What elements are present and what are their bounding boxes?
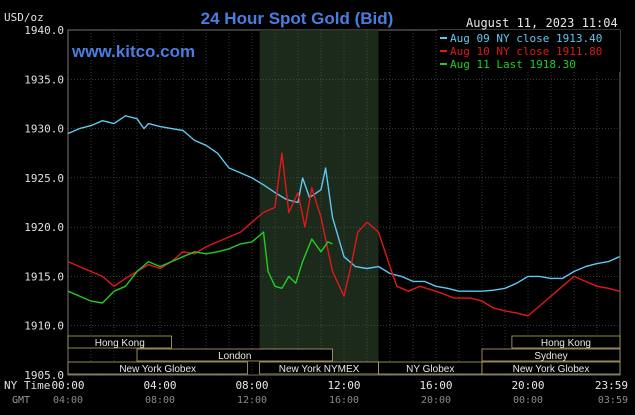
session-label-3: Sydney	[534, 351, 567, 362]
y-tick-label: 1920.0	[24, 221, 64, 234]
session-label-4: New York Globex	[119, 364, 196, 375]
y-axis-ticks: 1905.0 1910.0 1915.0 1920.0 1925.0 1930.0 1935…	[24, 24, 64, 382]
gmt-tick-label: 04:00	[53, 395, 83, 406]
ny-tick-label: 20:00	[511, 379, 544, 392]
gmt-tick-label: 00:00	[513, 395, 543, 406]
legend-entry-0: Aug 09 NY close 1913.40	[450, 32, 602, 45]
ny-tick-label: 12:00	[327, 379, 360, 392]
session-label-1: Hong Kong	[541, 338, 591, 349]
ny-tick-label: 00:00	[51, 379, 84, 392]
gmt-tick-label: 03:59	[598, 395, 628, 406]
ny-tick-label: 08:00	[235, 379, 268, 392]
y-tick-label: 1915.0	[24, 270, 64, 283]
legend-background	[437, 30, 620, 72]
units-label: USD/oz	[4, 11, 44, 24]
market-sessions: Hong Kong Hong Kong London Sydney New York G…	[67, 335, 621, 375]
gmt-tick-label: 20:00	[421, 395, 451, 406]
y-tick-label: 1910.0	[24, 320, 64, 333]
y-tick-label: 1925.0	[24, 172, 64, 185]
session-label-5: New York NYMEX	[279, 364, 360, 375]
y-tick-label: 1905.0	[24, 369, 64, 382]
y-tick-label: 1940.0	[24, 24, 64, 37]
timestamp-label: August 11, 2023 11:04	[466, 16, 618, 30]
nymex-session-shade	[259, 30, 379, 375]
ny-tick-label: 04:00	[143, 379, 176, 392]
session-label-0: Hong Kong	[95, 338, 145, 349]
ny-tick-label: 16:00	[419, 379, 452, 392]
gmt-tick-label: 12:00	[237, 395, 267, 406]
gmt-label: GMT	[12, 395, 30, 406]
legend-entry-2: Aug 11 Last 1918.30	[450, 58, 576, 71]
series-line-2	[67, 231, 333, 304]
gmt-tick-label: 08:00	[145, 395, 175, 406]
watermark: www.kitco.com	[71, 42, 195, 61]
chart-title: 24 Hour Spot Gold (Bid)	[201, 9, 394, 28]
ny-tick-label: 23:59	[595, 379, 628, 392]
series-line-0	[67, 115, 620, 292]
ny-time-label: NY Time	[4, 379, 50, 392]
session-bar-7	[481, 361, 621, 375]
session-bar-4	[67, 361, 248, 375]
session-label-7: New York Globex	[513, 364, 590, 375]
session-bar-3	[481, 348, 621, 362]
series-lines	[67, 115, 620, 317]
gmt-tick-label: 16:00	[329, 395, 359, 406]
session-label-2: London	[218, 351, 251, 362]
session-label-6: NY Globex	[406, 364, 454, 375]
session-bar-2	[136, 348, 333, 362]
y-tick-label: 1935.0	[24, 73, 64, 86]
legend-entry-1: Aug 10 NY close 1911.80	[450, 45, 602, 58]
session-bar-1	[511, 335, 621, 349]
y-tick-label: 1930.0	[24, 123, 64, 136]
series-line-1	[67, 152, 620, 317]
session-bar-0	[67, 335, 172, 349]
grid-lines	[68, 29, 620, 376]
x-axis-ticks: 00:00 04:00 04:00 08:00 08:00 12:00 12:00 16:00…	[51, 379, 628, 406]
